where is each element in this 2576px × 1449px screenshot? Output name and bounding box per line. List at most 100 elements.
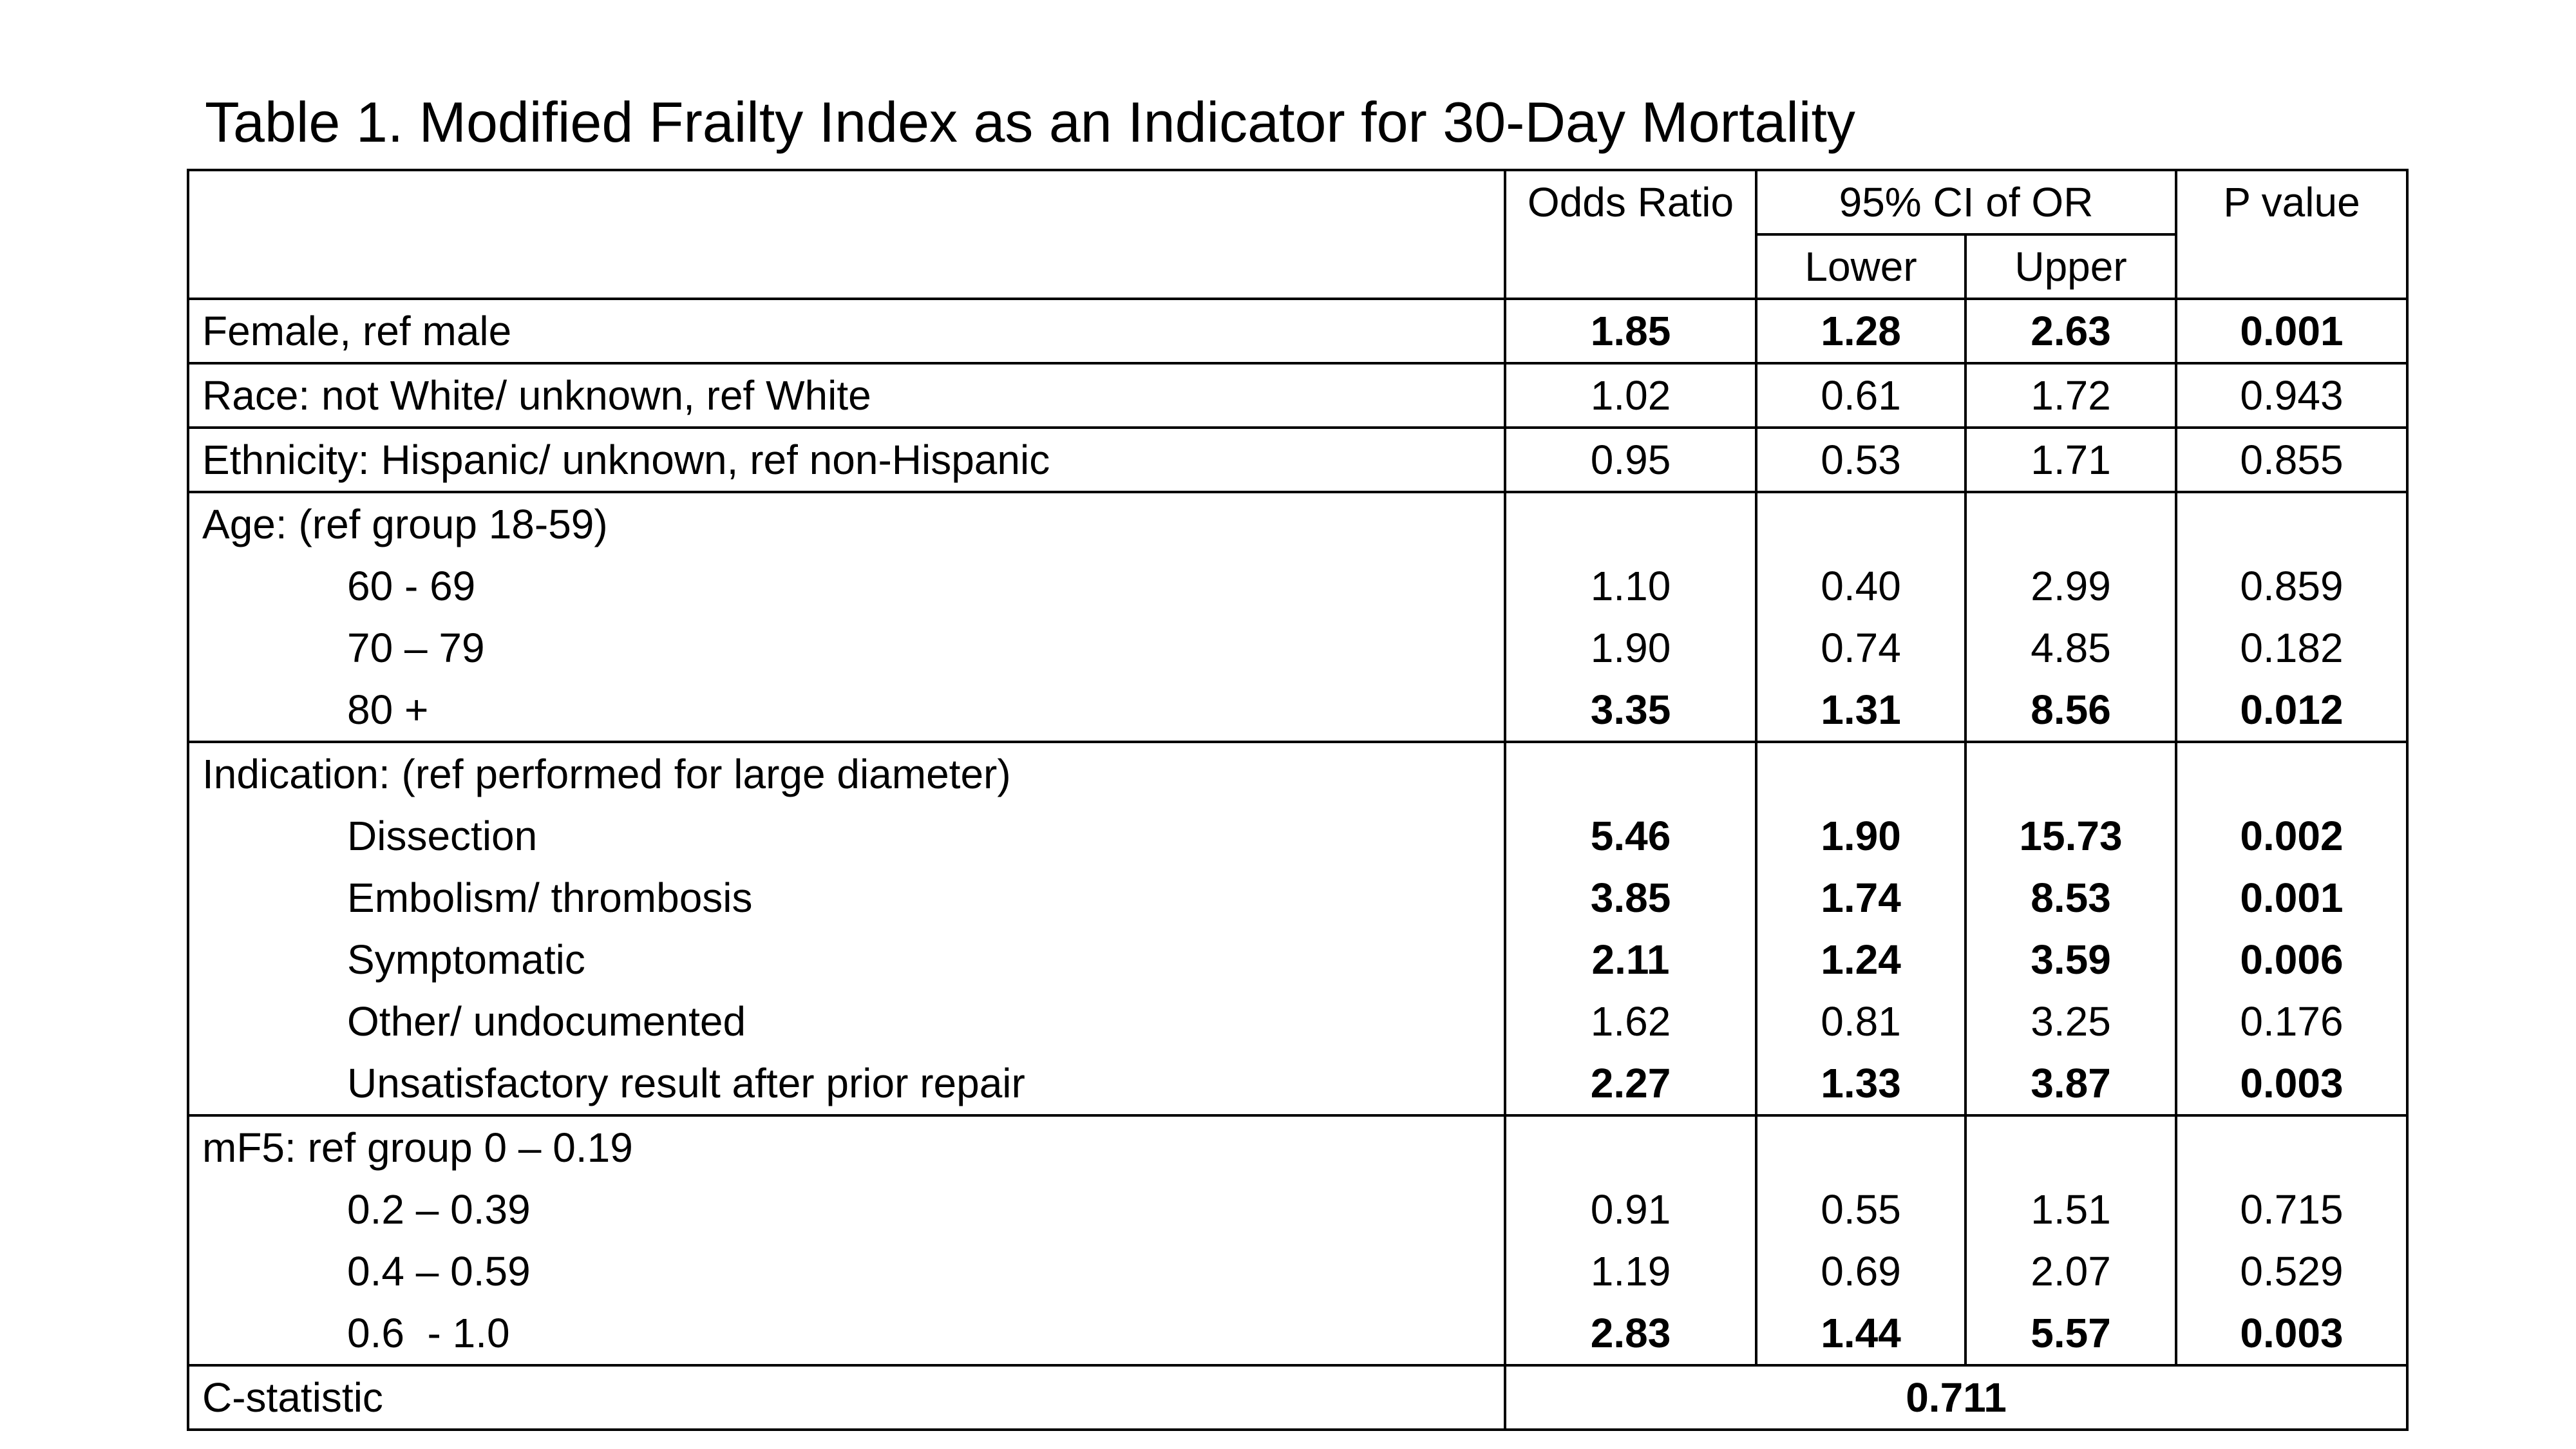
- ci-lower-cell: 1.74: [1756, 867, 1967, 929]
- table-row: Embolism/ thrombosis 3.85 1.74 8.53 0.00…: [187, 867, 2409, 929]
- table-row: Race: not White/ unknown, ref White 1.02…: [187, 363, 2409, 429]
- odds-ratio-cell: 1.19: [1505, 1240, 1757, 1302]
- ci-lower-cell: 0.69: [1756, 1240, 1967, 1302]
- table-row: 0.4 – 0.59 1.19 0.69 2.07 0.529: [187, 1240, 2409, 1302]
- ci-upper-cell: 3.87: [1965, 1052, 2177, 1117]
- p-value-cell: 0.859: [2176, 555, 2409, 617]
- c-statistic-row: C-statistic 0.711: [187, 1365, 2409, 1431]
- header-p-value: P value: [2176, 169, 2409, 300]
- header-odds-ratio: Odds Ratio: [1505, 169, 1757, 300]
- ci-lower-cell: 0.40: [1756, 555, 1967, 617]
- table-row: Unsatisfactory result after prior repair…: [187, 1052, 2409, 1117]
- header-upper: Upper: [1965, 234, 2177, 300]
- row-label: Unsatisfactory result after prior repair: [187, 1052, 1506, 1117]
- group-header-row: mF5: ref group 0 – 0.19: [187, 1115, 2409, 1179]
- header-row-2: Lower Upper: [188, 234, 2407, 300]
- row-label: Symptomatic: [187, 929, 1506, 990]
- group-label-age: Age: (ref group 18-59): [187, 492, 1506, 555]
- row-label: 70 – 79: [187, 617, 1506, 679]
- p-value-cell: 0.006: [2176, 929, 2409, 990]
- p-value-cell: 0.529: [2176, 1240, 2409, 1302]
- row-label: Dissection: [187, 805, 1506, 867]
- header-blank-cell: [187, 169, 1506, 300]
- ci-lower-cell: 1.31: [1756, 679, 1967, 743]
- ci-upper-cell: 3.59: [1965, 929, 2177, 990]
- ci-upper-cell: 1.71: [1965, 428, 2177, 493]
- c-statistic-value: 0.711: [1505, 1365, 2409, 1431]
- ci-upper-cell: 8.56: [1965, 679, 2177, 743]
- ci-lower-cell: 1.24: [1756, 929, 1967, 990]
- odds-ratio-cell: 1.90: [1505, 617, 1757, 679]
- table-title: Table 1. Modified Frailty Index as an In…: [205, 90, 1855, 154]
- ci-lower-cell: 1.33: [1756, 1052, 1967, 1117]
- table-row: Symptomatic 2.11 1.24 3.59 0.006: [187, 929, 2409, 990]
- row-label: 0.2 – 0.39: [187, 1179, 1506, 1240]
- ci-upper-cell: 15.73: [1965, 805, 2177, 867]
- p-value-cell: 0.176: [2176, 990, 2409, 1052]
- row-label: Embolism/ thrombosis: [187, 867, 1506, 929]
- table-row: 0.2 – 0.39 0.91 0.55 1.51 0.715: [187, 1179, 2409, 1240]
- ci-upper-cell: 2.99: [1965, 555, 2177, 617]
- odds-ratio-cell: 2.83: [1505, 1302, 1757, 1367]
- ci-lower-cell: 1.90: [1756, 805, 1967, 867]
- ci-upper-cell: 4.85: [1965, 617, 2177, 679]
- table-row: Dissection 5.46 1.90 15.73 0.002: [187, 805, 2409, 867]
- header-row-1: Odds Ratio 95% CI of OR P value: [187, 169, 2409, 300]
- table-row: 70 – 79 1.90 0.74 4.85 0.182: [187, 617, 2409, 679]
- odds-ratio-cell: 1.02: [1505, 363, 1757, 429]
- p-value-cell: 0.182: [2176, 617, 2409, 679]
- ci-lower-cell: 0.81: [1756, 990, 1967, 1052]
- row-label: 60 - 69: [187, 555, 1506, 617]
- odds-ratio-cell: 1.62: [1505, 990, 1757, 1052]
- odds-ratio-cell: 2.27: [1505, 1052, 1757, 1117]
- row-label: Other/ undocumented: [187, 990, 1506, 1052]
- header-lower: Lower: [1756, 234, 1967, 300]
- odds-ratio-cell: 0.91: [1505, 1179, 1757, 1240]
- p-value-cell: 0.012: [2176, 679, 2409, 743]
- odds-ratio-cell: 5.46: [1505, 805, 1757, 867]
- odds-ratio-cell: 3.85: [1505, 867, 1757, 929]
- ci-lower-cell: 1.28: [1756, 299, 1967, 365]
- table-row: Ethnicity: Hispanic/ unknown, ref non-Hi…: [187, 428, 2409, 493]
- row-label: 80 +: [187, 679, 1506, 743]
- group-header-row: Indication: (ref performed for large dia…: [187, 742, 2409, 805]
- header-ci: 95% CI of OR: [1756, 169, 2177, 236]
- p-value-cell: 0.943: [2176, 363, 2409, 429]
- table-row: Other/ undocumented 1.62 0.81 3.25 0.176: [187, 990, 2409, 1052]
- ci-lower-cell: 0.61: [1756, 363, 1967, 429]
- c-statistic-label: C-statistic: [187, 1365, 1506, 1431]
- table-row: Female, ref male 1.85 1.28 2.63 0.001: [187, 299, 2409, 365]
- group-label-indication: Indication: (ref performed for large dia…: [187, 742, 1506, 805]
- ci-upper-cell: 1.72: [1965, 363, 2177, 429]
- ci-lower-cell: 1.44: [1756, 1302, 1967, 1367]
- row-label: 0.4 – 0.59: [187, 1240, 1506, 1302]
- p-value-cell: 0.003: [2176, 1302, 2409, 1367]
- p-value-cell: 0.855: [2176, 428, 2409, 493]
- frailty-table: Odds Ratio 95% CI of OR P value Lower Up…: [187, 169, 2409, 1431]
- ci-upper-cell: 8.53: [1965, 867, 2177, 929]
- odds-ratio-cell: 0.95: [1505, 428, 1757, 493]
- group-header-row: Age: (ref group 18-59): [187, 492, 2409, 555]
- table-row: 0.6 - 1.0 2.83 1.44 5.57 0.003: [187, 1302, 2409, 1367]
- p-value-cell: 0.001: [2176, 867, 2409, 929]
- ci-upper-cell: 2.63: [1965, 299, 2177, 365]
- ci-upper-cell: 3.25: [1965, 990, 2177, 1052]
- ci-upper-cell: 1.51: [1965, 1179, 2177, 1240]
- p-value-cell: 0.003: [2176, 1052, 2409, 1117]
- ci-lower-cell: 0.53: [1756, 428, 1967, 493]
- odds-ratio-cell: 3.35: [1505, 679, 1757, 743]
- row-label: Female, ref male: [187, 299, 1506, 365]
- odds-ratio-cell: 1.85: [1505, 299, 1757, 365]
- table-row: 80 + 3.35 1.31 8.56 0.012: [187, 679, 2409, 743]
- p-value-cell: 0.002: [2176, 805, 2409, 867]
- ci-upper-cell: 2.07: [1965, 1240, 2177, 1302]
- ci-upper-cell: 5.57: [1965, 1302, 2177, 1367]
- row-label: 0.6 - 1.0: [187, 1302, 1506, 1367]
- group-label-mf5: mF5: ref group 0 – 0.19: [187, 1115, 1506, 1179]
- ci-lower-cell: 0.55: [1756, 1179, 1967, 1240]
- table-row: 60 - 69 1.10 0.40 2.99 0.859: [187, 555, 2409, 617]
- p-value-cell: 0.715: [2176, 1179, 2409, 1240]
- row-label: Race: not White/ unknown, ref White: [187, 363, 1506, 429]
- odds-ratio-cell: 2.11: [1505, 929, 1757, 990]
- p-value-cell: 0.001: [2176, 299, 2409, 365]
